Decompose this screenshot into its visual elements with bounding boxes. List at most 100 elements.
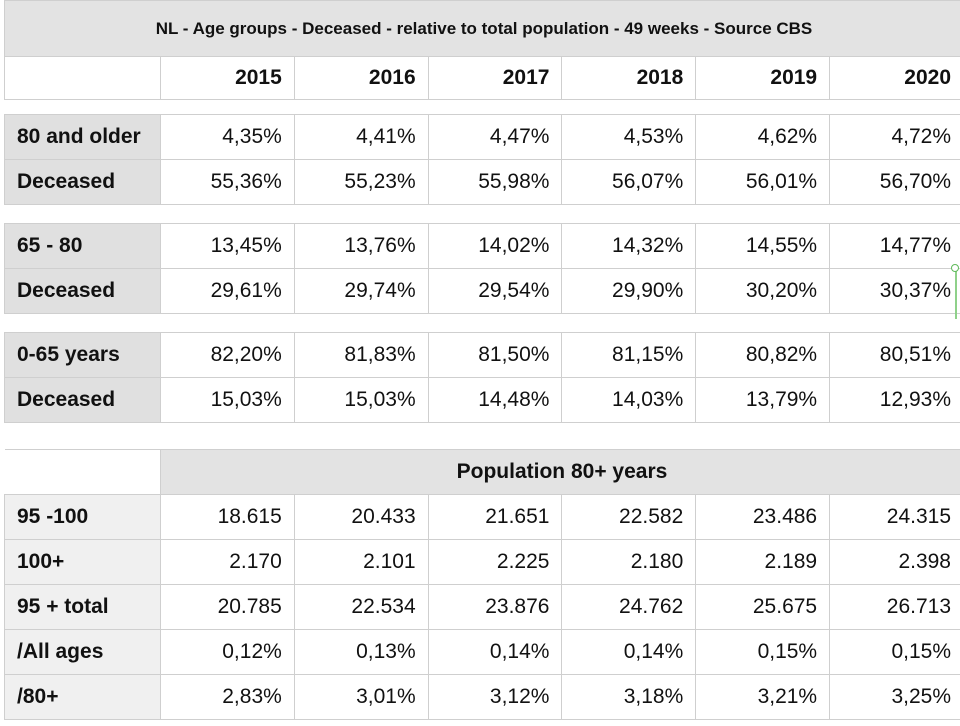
value-cell[interactable]: 0,14% [561, 629, 697, 675]
year-header[interactable]: 2020 [829, 56, 960, 100]
row-label[interactable]: 95 + total [4, 584, 161, 630]
corner-cell[interactable] [4, 56, 161, 100]
value-cell[interactable]: 0,15% [695, 629, 831, 675]
value-cell[interactable]: 4,47% [427, 114, 563, 160]
row-label[interactable]: 65 - 80 [4, 223, 161, 269]
spacer-row [4, 313, 960, 333]
value-cell[interactable]: 13,76% [293, 223, 429, 269]
value-cell[interactable]: 56,07% [561, 159, 697, 205]
table-body: NL - Age groups - Deceased - relative to… [4, 0, 960, 720]
table-title[interactable]: NL - Age groups - Deceased - relative to… [4, 0, 960, 57]
value-cell[interactable]: 14,55% [695, 223, 831, 269]
value-cell[interactable]: 80,82% [695, 332, 831, 378]
value-cell[interactable]: 80,51% [829, 332, 960, 378]
value-cell[interactable]: 18.615 [159, 494, 295, 540]
value-cell[interactable]: 24.315 [829, 494, 960, 540]
value-cell[interactable]: 82,20% [159, 332, 295, 378]
value-cell[interactable]: 30,20% [695, 268, 831, 314]
year-header[interactable]: 2017 [427, 56, 563, 100]
value-cell[interactable]: 14,32% [561, 223, 697, 269]
spacer-cell [4, 204, 960, 224]
spacer-row [4, 422, 960, 450]
year-header[interactable]: 2016 [293, 56, 429, 100]
row-label[interactable]: 80 and older [4, 114, 161, 160]
value-cell[interactable]: 4,41% [293, 114, 429, 160]
row-label[interactable]: /All ages [4, 629, 161, 675]
year-header[interactable]: 2015 [159, 56, 295, 100]
value-cell[interactable]: 2.101 [293, 539, 429, 585]
table-row: Deceased 15,03% 15,03% 14,48% 14,03% 13,79% 12… [4, 377, 960, 423]
value-cell[interactable]: 26.713 [829, 584, 960, 630]
value-cell[interactable]: 3,12% [427, 674, 563, 720]
value-cell[interactable]: 55,23% [293, 159, 429, 205]
value-cell[interactable]: 15,03% [293, 377, 429, 423]
year-header[interactable]: 2019 [695, 56, 831, 100]
value-cell[interactable]: 14,03% [561, 377, 697, 423]
value-cell[interactable]: 4,53% [561, 114, 697, 160]
value-cell[interactable]: 81,50% [427, 332, 563, 378]
value-cell[interactable]: 25.675 [695, 584, 831, 630]
value-cell[interactable]: 2.398 [829, 539, 960, 585]
value-cell[interactable]: 2.180 [561, 539, 697, 585]
blank-cell[interactable] [4, 449, 161, 495]
value-cell[interactable]: 13,79% [695, 377, 831, 423]
value-cell[interactable]: 14,77% [829, 223, 960, 269]
table-row: 95 + total 20.785 22.534 23.876 24.762 25.675… [4, 584, 960, 630]
value-cell[interactable]: 55,36% [159, 159, 295, 205]
value-cell[interactable]: 81,15% [561, 332, 697, 378]
value-cell[interactable]: 3,18% [561, 674, 697, 720]
row-label[interactable]: Deceased [4, 159, 161, 205]
value-cell[interactable]: 2.225 [427, 539, 563, 585]
table-row: 80 and older 4,35% 4,41% 4,47% 4,53% 4,62% 4,7… [4, 114, 960, 160]
spacer-cell [4, 422, 960, 450]
row-label[interactable]: 95 -100 [4, 494, 161, 540]
value-cell[interactable]: 20.785 [159, 584, 295, 630]
value-cell[interactable]: 13,45% [159, 223, 295, 269]
value-cell[interactable]: 29,54% [427, 268, 563, 314]
value-cell[interactable]: 56,70% [829, 159, 960, 205]
value-cell[interactable]: 2,83% [159, 674, 295, 720]
value-cell[interactable]: 4,72% [829, 114, 960, 160]
table-row: Deceased 29,61% 29,74% 29,54% 29,90% 30,20% 30… [4, 268, 960, 314]
row-label[interactable]: 0-65 years [4, 332, 161, 378]
value-cell[interactable]: 22.582 [561, 494, 697, 540]
row-label[interactable]: 100+ [4, 539, 161, 585]
value-cell[interactable]: 21.651 [427, 494, 563, 540]
value-cell[interactable]: 22.534 [293, 584, 429, 630]
value-cell[interactable]: 15,03% [159, 377, 295, 423]
row-label[interactable]: /80+ [4, 674, 161, 720]
value-cell[interactable]: 0,12% [159, 629, 295, 675]
value-cell[interactable]: 0,13% [293, 629, 429, 675]
value-cell[interactable]: 14,02% [427, 223, 563, 269]
value-cell[interactable]: 0,14% [427, 629, 563, 675]
value-cell[interactable]: 3,01% [293, 674, 429, 720]
table-row: 0-65 years 82,20% 81,83% 81,50% 81,15% 80,82%… [4, 332, 960, 378]
population-header-row: Population 80+ years [4, 449, 960, 495]
value-cell[interactable]: 30,37% [829, 268, 960, 314]
value-cell[interactable]: 56,01% [695, 159, 831, 205]
value-cell[interactable]: 29,90% [561, 268, 697, 314]
population-header[interactable]: Population 80+ years [159, 449, 960, 495]
value-cell[interactable]: 2.189 [695, 539, 831, 585]
value-cell[interactable]: 29,61% [159, 268, 295, 314]
value-cell[interactable]: 3,25% [829, 674, 960, 720]
value-cell[interactable]: 4,62% [695, 114, 831, 160]
value-cell[interactable]: 23.486 [695, 494, 831, 540]
value-cell[interactable]: 12,93% [829, 377, 960, 423]
table-row: Deceased 55,36% 55,23% 55,98% 56,07% 56,01% 56… [4, 159, 960, 205]
value-cell[interactable]: 23.876 [427, 584, 563, 630]
value-cell[interactable]: 20.433 [293, 494, 429, 540]
year-header[interactable]: 2018 [561, 56, 697, 100]
value-cell[interactable]: 2.170 [159, 539, 295, 585]
value-cell[interactable]: 4,35% [159, 114, 295, 160]
row-label[interactable]: Deceased [4, 377, 161, 423]
value-cell[interactable]: 24.762 [561, 584, 697, 630]
value-cell[interactable]: 81,83% [293, 332, 429, 378]
value-cell[interactable]: 55,98% [427, 159, 563, 205]
value-cell[interactable]: 3,21% [695, 674, 831, 720]
row-label[interactable]: Deceased [4, 268, 161, 314]
value-cell[interactable]: 29,74% [293, 268, 429, 314]
value-cell[interactable]: 0,15% [829, 629, 960, 675]
selection-handle[interactable] [951, 264, 959, 272]
value-cell[interactable]: 14,48% [427, 377, 563, 423]
